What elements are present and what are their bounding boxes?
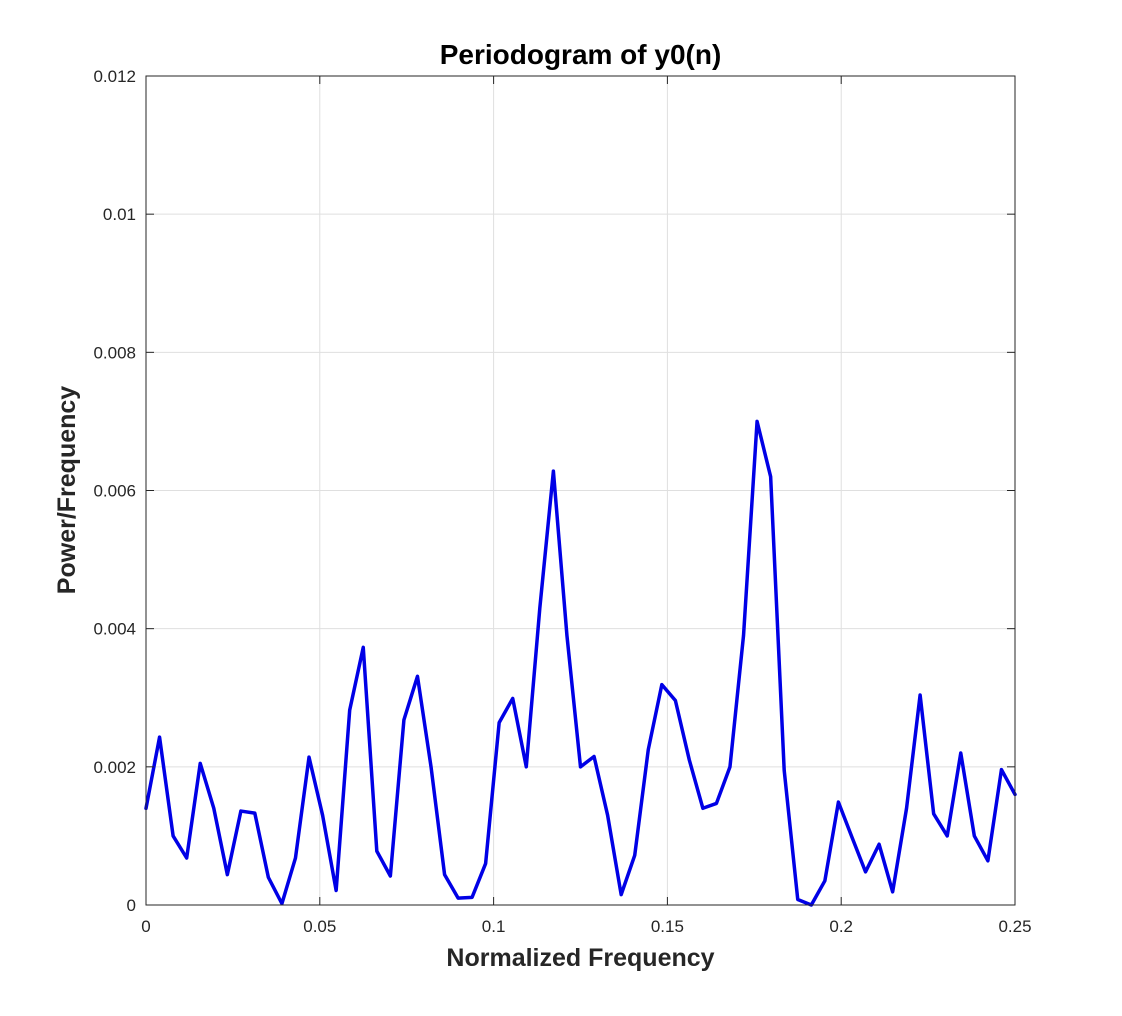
x-tick-label: 0.2 [829, 917, 853, 936]
y-axis-label: Power/Frequency [53, 386, 81, 594]
y-tick-label: 0.006 [93, 482, 136, 501]
y-tick-label: 0.002 [93, 758, 136, 777]
x-axis-label: Normalized Frequency [446, 944, 714, 972]
x-tick-label: 0 [141, 917, 150, 936]
tick-marks [145, 75, 1016, 906]
chart-title: Periodogram of y0(n) [440, 39, 722, 70]
series-line-1 [144, 419, 1017, 907]
y-tick-label: 0.01 [103, 205, 136, 224]
grid-lines [146, 76, 1015, 905]
x-tick-label: 0.05 [303, 917, 336, 936]
x-tick-label: 0.1 [482, 917, 506, 936]
y-tick-label: 0 [127, 896, 136, 915]
y-tick-label: 0.012 [93, 67, 136, 86]
series-layer [144, 419, 1017, 907]
x-tick-label: 0.25 [998, 917, 1031, 936]
x-tick-labels: 0 0.05 0.1 0.15 0.2 0.25 [141, 917, 1031, 936]
x-tick-label: 0.15 [651, 917, 684, 936]
y-tick-label: 0.004 [93, 620, 136, 639]
y-tick-labels: 0 0.002 0.004 0.006 0.008 0.01 0.012 [93, 67, 136, 915]
y-tick-label: 0.008 [93, 343, 136, 362]
